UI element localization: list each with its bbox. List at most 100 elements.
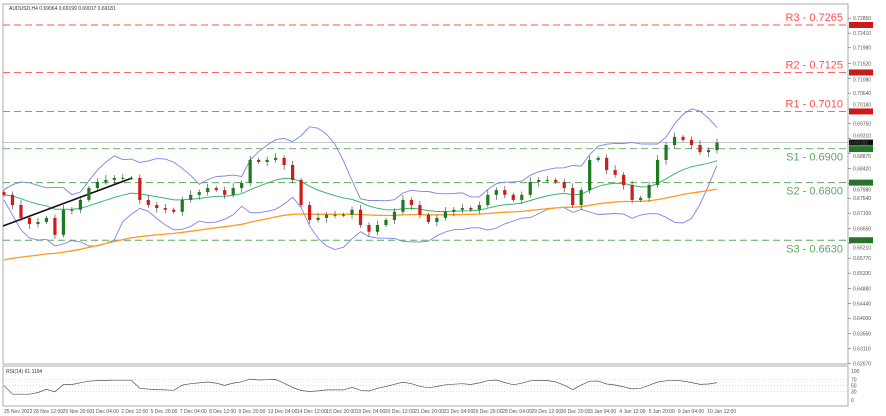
- x-tick-label: 23 Dec 04:00: [444, 409, 474, 415]
- candle-body: [316, 217, 320, 220]
- candle-body: [401, 199, 405, 212]
- candle-body: [477, 205, 481, 210]
- candle-body: [664, 145, 668, 160]
- level-label-s2: S2 - 0.6800: [786, 186, 843, 198]
- x-tick-label: 30 Dec 20:00: [561, 409, 591, 415]
- y-tick-label: 0.62670: [853, 361, 871, 367]
- candle-body: [494, 190, 498, 195]
- y-tick-label: 0.72850: [853, 16, 871, 22]
- candle-body: [223, 190, 227, 195]
- candle-body: [146, 199, 150, 205]
- candle-body: [392, 211, 397, 220]
- y-tick-label: 0.64880: [853, 286, 871, 292]
- candle-body: [622, 174, 626, 185]
- candle-body: [672, 136, 677, 145]
- candle-body: [503, 190, 507, 195]
- x-tick-label: 8 Dec 12:00: [209, 409, 236, 415]
- candle-body: [197, 192, 201, 195]
- candle-body: [265, 159, 269, 162]
- rsi-label: RSI(14) 61.1194: [6, 369, 43, 375]
- candle-body: [307, 205, 312, 220]
- candle-body: [95, 181, 99, 189]
- y-tick-label: 0.66210: [853, 245, 871, 251]
- candle-body: [112, 177, 116, 180]
- level-axis-tag: [849, 146, 873, 153]
- candle-body: [333, 214, 337, 216]
- y-tick-label: 0.66650: [853, 226, 871, 232]
- candle-body: [282, 157, 286, 165]
- candle-body: [681, 136, 685, 140]
- candle-body: [418, 205, 422, 215]
- y-tick-label: 0.67980: [853, 188, 871, 194]
- candle-body: [486, 194, 490, 205]
- x-tick-label: 7 Dec 04:00: [180, 409, 207, 415]
- x-tick-label: 29 Dec 12:00: [531, 409, 561, 415]
- x-tick-label: 3 Jan 04:00: [590, 409, 616, 415]
- candle-body: [655, 159, 660, 185]
- candle-body: [545, 179, 549, 181]
- candles: [2, 132, 719, 239]
- bollinger-lower: [3, 165, 718, 250]
- level-axis-label: 0.70100: [850, 109, 868, 115]
- rsi-level-label: 30: [851, 389, 857, 395]
- y-tick-label: 0.71520: [853, 61, 871, 67]
- candle-body: [257, 159, 261, 162]
- x-tick-label: 1 Dec 04:00: [92, 409, 119, 415]
- candle-body: [452, 209, 456, 212]
- candle-body: [214, 188, 218, 191]
- x-tick-label: 28 Nov 12:00: [33, 409, 63, 415]
- candle-body: [358, 209, 363, 225]
- candle-body: [172, 209, 176, 212]
- x-tick-label: 5 Dec 20:00: [151, 409, 178, 415]
- candle-body: [324, 214, 329, 218]
- level-axis-tag: [849, 69, 873, 76]
- candle-body: [19, 205, 23, 218]
- y-tick-label: 0.67100: [853, 211, 871, 217]
- level-axis-label: 0.66300: [850, 238, 868, 244]
- rsi-level-label: 70: [851, 378, 857, 384]
- level-label-s3: S3 - 0.6630: [786, 243, 843, 255]
- x-tick-label: 5 Jan 20:00: [649, 409, 675, 415]
- chart-header: AUDUSD,H4 0.69064 0.69199 0.69017 0.6918…: [9, 6, 116, 12]
- level-label-r3: R3 - 0.7265: [786, 12, 843, 24]
- x-tick-label: 2 Dec 12:00: [121, 409, 148, 415]
- bollinger-upper: [3, 108, 718, 202]
- time-axis: 25 Nov 2022 28 Nov 12:00 29 Nov 20:00 1 Dec…: [4, 409, 736, 415]
- candle-body: [367, 225, 371, 232]
- x-tick-label: 13 Dec 04:00: [268, 409, 298, 415]
- candle-body: [274, 157, 278, 160]
- x-tick-label: 10 Jan 12:00: [707, 409, 736, 415]
- candle-body: [299, 179, 303, 205]
- y-tick-label: 0.65330: [853, 271, 871, 277]
- candle-body: [206, 188, 210, 193]
- level-axis-label: 0.68000: [850, 181, 868, 187]
- candle-body: [248, 159, 252, 183]
- candle-body: [554, 179, 558, 182]
- y-tick-label: 0.71980: [853, 46, 871, 52]
- x-tick-label: 15 Dec 20:00: [326, 409, 356, 415]
- candle-body: [240, 182, 244, 189]
- support-resistance-levels: R3 - 0.7265 R2 - 0.7125 R1 - 0.7010 S1 - 0.…: [3, 12, 848, 255]
- level-axis-label: 0.72650: [850, 23, 868, 29]
- candle-body: [163, 208, 167, 210]
- level-label-r1: R1 - 0.7010: [786, 98, 843, 110]
- candle-body: [350, 209, 354, 215]
- x-tick-label: 21 Dec 20:00: [414, 409, 444, 415]
- y-tick-label: 0.71080: [853, 77, 871, 83]
- candle-body: [53, 217, 57, 235]
- candle-body: [639, 197, 643, 200]
- candle-body: [435, 217, 439, 222]
- candle-body: [44, 217, 49, 222]
- candle-body: [698, 145, 702, 153]
- moving-average-green: [3, 160, 718, 212]
- rsi-level-label: 0: [851, 398, 854, 404]
- candle-body: [36, 221, 40, 224]
- candle-body: [189, 194, 193, 200]
- trendline[interactable]: [2, 177, 133, 227]
- candle-body: [290, 165, 295, 180]
- y-tick-label: 0.63110: [853, 346, 871, 352]
- candle-body: [180, 199, 184, 212]
- y-tick-label: 0.69310: [853, 134, 871, 140]
- x-tick-label: 26 Dec 20:00: [473, 409, 503, 415]
